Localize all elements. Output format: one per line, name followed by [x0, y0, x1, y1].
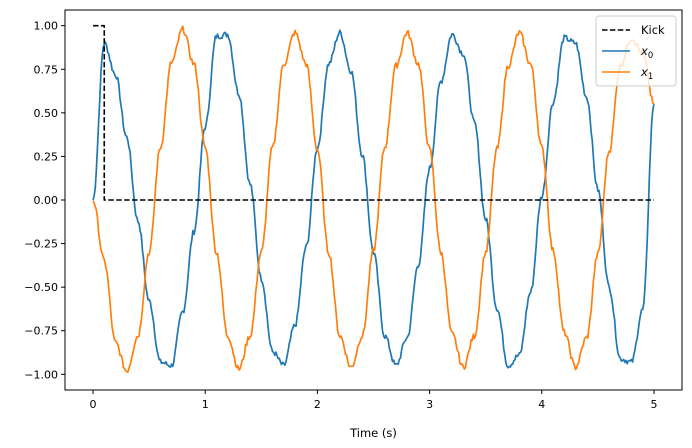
- y-tick-label: 0.00: [34, 194, 59, 207]
- legend-label-x1: x1: [640, 65, 653, 82]
- legend-box: [595, 15, 677, 87]
- legend-label-x0: x0: [640, 44, 653, 61]
- legend-label-x0-main: x: [640, 44, 648, 58]
- x-tick-label: 1: [202, 398, 209, 411]
- y-axis: 1.00 0.75 0.50 0.25 0.00 −0.25 −0.50 −0.75 −1.00: [24, 20, 65, 381]
- x-tick-label: 3: [426, 398, 433, 411]
- y-tick-label: 0.75: [34, 63, 59, 76]
- y-tick-label: −0.75: [24, 325, 58, 338]
- legend-label-x1-main: x: [640, 65, 648, 79]
- series-line-x0: [92, 29, 655, 369]
- legend-label-kick: Kick: [641, 23, 665, 37]
- legend: Kick x0 x1: [595, 15, 677, 87]
- plot-area: [92, 24, 655, 373]
- series-line-x1: [92, 25, 655, 373]
- x-axis-label: Time (s): [349, 426, 397, 440]
- series-line-kick: [93, 24, 654, 201]
- y-tick-label: −0.25: [24, 238, 58, 251]
- y-tick-label: −1.00: [24, 368, 58, 381]
- x-axis: 0 1 2 3 4 5: [90, 390, 657, 411]
- y-tick-label: 1.00: [34, 20, 59, 33]
- x-tick-label: 2: [314, 398, 321, 411]
- y-tick-label: −0.50: [24, 281, 58, 294]
- x-tick-label: 5: [650, 398, 657, 411]
- x-tick-label: 4: [538, 398, 545, 411]
- x-tick-label: 0: [90, 398, 97, 411]
- y-tick-label: 0.50: [34, 107, 59, 120]
- legend-label-x1-sub: 1: [648, 72, 653, 82]
- y-tick-label: 0.25: [34, 150, 59, 163]
- legend-label-x0-sub: 0: [648, 51, 653, 61]
